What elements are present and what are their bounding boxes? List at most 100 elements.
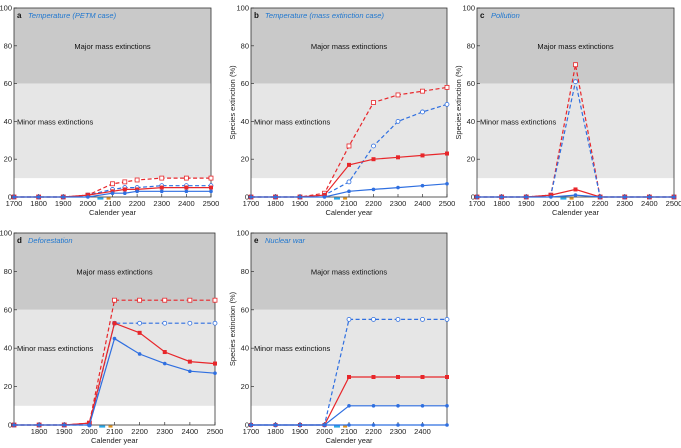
data-point: [371, 404, 376, 408]
x-tick-label: 2000: [543, 199, 560, 208]
data-point: [499, 195, 504, 199]
data-point: [445, 151, 449, 156]
data-point: [445, 375, 449, 379]
x-tick-label: 1800: [30, 199, 47, 208]
y-tick-label: 60: [241, 305, 249, 314]
data-point: [396, 404, 400, 408]
data-point: [249, 195, 253, 199]
data-point: [208, 175, 214, 181]
y-tick-label: 0: [471, 193, 475, 202]
panel-d: Major mass extinctions Minor mass extinct…: [0, 229, 223, 446]
data-point: [86, 195, 90, 199]
x-tick-label: 1800: [267, 199, 284, 208]
minor-band: [251, 83, 447, 179]
y-tick-label: 0: [245, 421, 249, 430]
data-point: [212, 320, 218, 326]
series-line-red-dashed-open: [14, 177, 211, 198]
x-tick-label: 2200: [129, 199, 146, 208]
major-band-label: Major mass extinctions: [74, 42, 151, 51]
data-point: [371, 157, 376, 162]
x-tick-label: 2300: [390, 199, 407, 208]
y-tick-label: 60: [467, 79, 475, 88]
data-point: [396, 423, 400, 427]
data-point: [159, 185, 164, 190]
y-tick-label: 100: [462, 4, 475, 13]
y-tick-label: 80: [241, 41, 249, 50]
major-band: [14, 8, 211, 84]
x-axis-label: Calender year: [91, 436, 139, 445]
data-point: [298, 423, 302, 427]
data-point: [347, 375, 351, 379]
x-tick-label: 1700: [6, 199, 23, 208]
y-tick-label: 60: [4, 79, 12, 88]
x-tick-label: 2400: [414, 199, 431, 208]
x-axis-label: Calender year: [552, 208, 600, 217]
data-point: [396, 185, 400, 190]
panel-title: Pollution: [491, 11, 520, 20]
x-tick-label: 1900: [292, 427, 309, 436]
x-tick-label: 2300: [390, 427, 407, 436]
x-tick-label: 1900: [56, 427, 73, 436]
data-point: [112, 321, 117, 326]
data-point: [209, 185, 213, 190]
data-point: [322, 195, 327, 199]
data-point: [122, 187, 127, 192]
data-point: [347, 423, 351, 427]
data-point: [159, 189, 164, 194]
data-point: [110, 181, 115, 187]
y-tick-label: 80: [4, 267, 12, 276]
major-band-label: Major mass extinctions: [76, 267, 153, 276]
y-tick-label: 20: [4, 382, 12, 391]
data-point: [110, 189, 115, 194]
y-tick-label: 20: [4, 155, 12, 164]
y-tick-label: 80: [467, 41, 475, 50]
data-point: [420, 153, 425, 158]
data-point: [647, 195, 652, 199]
x-tick-label: 1800: [31, 427, 48, 436]
data-point: [371, 100, 376, 105]
major-band: [251, 233, 447, 310]
x-tick-label: 1700: [243, 427, 260, 436]
x-axis-label: Calender year: [325, 208, 373, 217]
panel-title: Temperature (PETM case): [28, 11, 117, 20]
data-point: [371, 187, 376, 192]
data-point: [420, 183, 425, 188]
minor-band-label: Minor mass extinctions: [17, 344, 94, 353]
data-point: [444, 316, 450, 322]
y-tick-label: 40: [4, 117, 12, 126]
data-point: [475, 195, 479, 199]
x-tick-label: 1700: [469, 199, 486, 208]
x-axis-label: Calender year: [325, 436, 373, 445]
x-tick-label: 2500: [439, 199, 456, 208]
data-point: [12, 423, 16, 427]
y-axis-label: Species extinction (%): [454, 65, 463, 140]
data-point: [273, 423, 278, 427]
x-tick-label: 2200: [365, 199, 382, 208]
data-point: [396, 375, 400, 379]
y-tick-label: 100: [0, 229, 12, 238]
x-tick-label: 2500: [666, 199, 681, 208]
data-point: [598, 195, 602, 199]
x-tick-label: 1700: [243, 199, 260, 208]
data-point: [371, 375, 376, 379]
data-point: [212, 297, 218, 303]
data-point: [346, 179, 352, 185]
y-tick-label: 40: [241, 344, 249, 353]
panel-title: Nuclear war: [265, 236, 306, 245]
data-point: [622, 195, 627, 199]
y-axis-label: Species extinction (%): [228, 65, 237, 140]
data-point: [420, 88, 425, 94]
data-point: [187, 297, 193, 303]
data-point: [548, 193, 553, 198]
x-tick-label: 2100: [104, 199, 121, 208]
data-point: [445, 181, 449, 186]
data-point: [420, 316, 425, 322]
y-tick-label: 20: [467, 155, 475, 164]
x-tick-label: 2000: [316, 199, 333, 208]
data-point: [162, 350, 167, 355]
x-tick-label: 2100: [567, 199, 584, 208]
data-point: [213, 361, 217, 366]
minor-band-label: Minor mass extinctions: [17, 117, 94, 126]
y-tick-label: 20: [241, 382, 249, 391]
major-band: [14, 233, 215, 310]
